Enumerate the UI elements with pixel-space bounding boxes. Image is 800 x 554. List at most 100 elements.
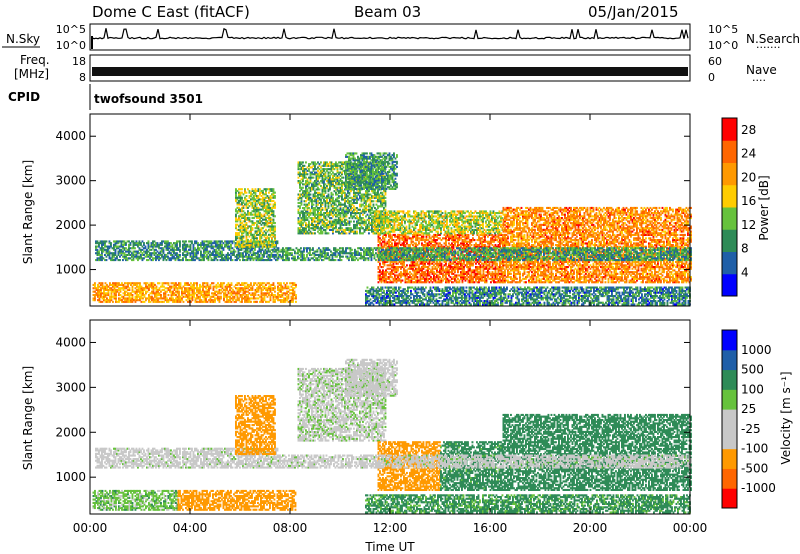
power-cell	[274, 234, 276, 236]
freq-right-tick-bottom: 0	[708, 71, 715, 84]
power-cell	[368, 232, 370, 234]
power-cell	[274, 286, 276, 288]
power-cell	[396, 154, 398, 156]
power-cell	[134, 247, 136, 249]
power-cell	[132, 294, 134, 296]
power-cell	[241, 188, 243, 190]
freq-label-line1: Freq.	[20, 53, 50, 67]
power-cell	[244, 188, 246, 190]
power-cell	[274, 244, 276, 246]
power-cell	[252, 227, 254, 229]
power-cell	[277, 240, 279, 242]
power-cell	[356, 152, 358, 154]
power-cell	[328, 232, 330, 234]
power-cell	[373, 204, 375, 206]
power-cell	[217, 259, 219, 261]
power-cell	[168, 282, 170, 284]
power-cell	[106, 240, 108, 242]
power-cell	[143, 242, 145, 244]
power-cell	[302, 161, 304, 163]
power-cell	[178, 291, 180, 293]
noise-panel: N.Sky 10^5 10^0 10^5 10^0 N.Search ·····…	[2, 23, 800, 54]
power-cell	[350, 221, 352, 223]
noise-left-tick-bottom: 10^0	[56, 39, 86, 52]
power-cell	[383, 173, 385, 175]
power-cell	[310, 194, 312, 196]
power-cell	[274, 195, 276, 197]
power-cell	[119, 259, 121, 261]
power-cell	[241, 197, 243, 199]
power-cell	[196, 282, 198, 284]
freq-trace	[92, 67, 688, 76]
power-cell	[249, 217, 251, 219]
power-cell	[246, 195, 248, 197]
power-cell	[295, 301, 297, 303]
power-cell	[385, 209, 387, 211]
power-cell	[256, 301, 258, 303]
power-cell	[366, 152, 368, 154]
power-cell	[232, 259, 234, 261]
power-cell	[179, 249, 181, 251]
date-label: 05/Jan/2015	[588, 3, 679, 21]
power-cell	[239, 259, 241, 261]
beam-label: Beam 03	[354, 3, 421, 21]
power-cell	[145, 246, 147, 248]
power-cell	[274, 202, 276, 204]
power-cell	[295, 284, 297, 286]
power-cell	[156, 286, 158, 288]
power-cell	[332, 197, 334, 199]
power-cell	[110, 242, 112, 244]
radar-summary-figure: Dome C East (fitACF) Beam 03 05/Jan/2015…	[0, 0, 800, 554]
power-cell	[288, 286, 290, 288]
power-cell	[391, 242, 393, 244]
power-cell	[374, 164, 376, 166]
power-cell	[102, 282, 104, 284]
power-cell	[273, 282, 275, 284]
power-cell	[160, 294, 162, 296]
power-cell	[200, 251, 202, 253]
power-cell	[94, 282, 96, 284]
power-cell	[332, 194, 334, 196]
power-cell	[373, 200, 375, 202]
power-cell	[304, 165, 306, 167]
power-cell	[179, 254, 181, 256]
freq-left-tick-bottom: 8	[79, 71, 86, 84]
power-cell	[273, 210, 275, 212]
power-cell	[274, 225, 276, 227]
cpid-label: CPID	[8, 90, 40, 104]
power-cell	[180, 282, 182, 284]
power-cell	[258, 225, 260, 227]
power-cell	[274, 291, 276, 293]
power-cell	[380, 152, 382, 154]
power-cell	[320, 161, 322, 163]
power-cell	[346, 232, 348, 234]
power-cell	[243, 236, 245, 238]
power-cell	[148, 240, 150, 242]
power-cell	[191, 240, 193, 242]
power-cell	[280, 282, 282, 284]
power-cell	[270, 203, 272, 205]
power-cell	[307, 173, 309, 175]
power-cell	[185, 240, 187, 242]
power-cell	[112, 301, 114, 303]
noise-right-tick-top: 10^5	[708, 23, 738, 36]
power-cell	[223, 282, 225, 284]
power-cell	[159, 282, 161, 284]
power-cell	[396, 166, 398, 168]
cpid-program: twofsound 3501	[94, 92, 203, 106]
power-cell	[385, 200, 387, 202]
power-cell	[396, 173, 398, 175]
freq-panel: Freq. [MHz] 18 8 60 0 Nave ····	[14, 53, 777, 87]
power-cell	[179, 240, 181, 242]
power-heatmap	[93, 152, 692, 305]
noise-left-label: N.Sky	[6, 32, 40, 46]
power-cell	[273, 188, 275, 190]
freq-left-tick-top: 18	[72, 55, 86, 68]
station-title: Dome C East (fitACF)	[92, 3, 250, 21]
power-cell	[288, 301, 290, 303]
power-cell	[129, 287, 131, 289]
noise-left-tick-top: 10^5	[56, 23, 86, 36]
noise-search-trace	[92, 28, 688, 39]
power-cell	[393, 152, 395, 154]
power-cell	[319, 188, 321, 190]
